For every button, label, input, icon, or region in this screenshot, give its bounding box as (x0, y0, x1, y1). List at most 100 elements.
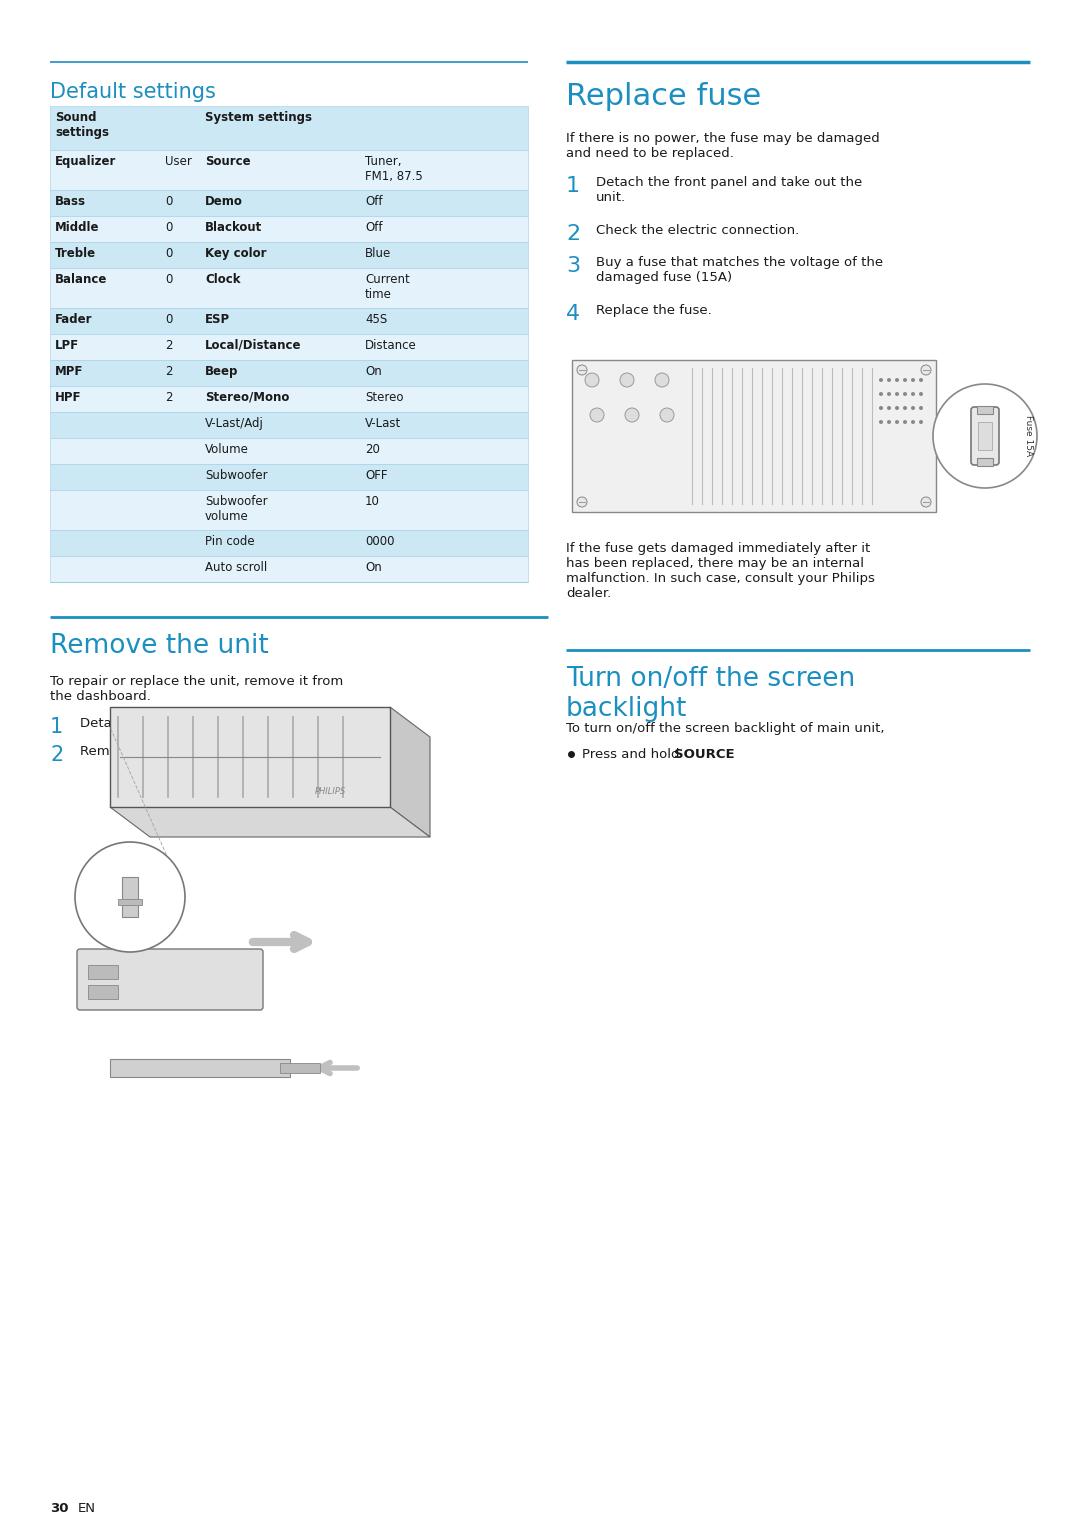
Text: Remove the unit with the removal keys.: Remove the unit with the removal keys. (80, 746, 347, 758)
Circle shape (660, 408, 674, 422)
Text: Stereo/Mono: Stereo/Mono (205, 391, 289, 403)
Polygon shape (390, 707, 430, 837)
Bar (977, 406, 993, 414)
Text: Bass: Bass (55, 196, 86, 208)
Text: 0000: 0000 (365, 535, 394, 549)
Text: .: . (729, 749, 733, 761)
Bar (572, 361, 936, 512)
Text: 4: 4 (566, 304, 580, 324)
Text: 2: 2 (165, 365, 173, 377)
Text: Current
time: Current time (365, 274, 409, 301)
Circle shape (585, 373, 599, 387)
Text: Detach the front panel and take out the
unit.: Detach the front panel and take out the … (596, 176, 862, 205)
Text: HPF: HPF (55, 391, 81, 403)
Circle shape (919, 420, 923, 423)
Text: Buy a fuse that matches the voltage of the
damaged fuse (15A): Buy a fuse that matches the voltage of t… (596, 257, 883, 284)
Text: V-Last/Adj: V-Last/Adj (205, 417, 264, 429)
Circle shape (590, 408, 604, 422)
Text: Replace the fuse.: Replace the fuse. (596, 304, 712, 316)
Bar (50, 309, 528, 335)
Circle shape (620, 373, 634, 387)
Text: Beep: Beep (205, 365, 239, 377)
Text: Pin code: Pin code (205, 535, 255, 549)
Text: Off: Off (365, 222, 382, 234)
Bar (50, 361, 528, 387)
Text: Distance: Distance (365, 339, 417, 351)
Bar (280, 1063, 320, 1073)
Text: MPF: MPF (55, 365, 83, 377)
Bar (977, 458, 993, 466)
Bar (110, 707, 390, 807)
Bar (87, 966, 118, 979)
Text: If the fuse gets damaged immediately after it
has been replaced, there may be an: If the fuse gets damaged immediately aft… (566, 542, 875, 601)
Circle shape (879, 377, 883, 382)
Text: V-Last: V-Last (365, 417, 402, 429)
Text: 0: 0 (165, 222, 173, 234)
Text: EN: EN (78, 1502, 96, 1514)
Text: If there is no power, the fuse may be damaged
and need to be replaced.: If there is no power, the fuse may be da… (566, 131, 880, 160)
Text: 20: 20 (365, 443, 380, 455)
Text: To repair or replace the unit, remove it from
the dashboard.: To repair or replace the unit, remove it… (50, 675, 343, 703)
Bar (50, 387, 528, 413)
Text: Off: Off (365, 196, 382, 208)
Text: Demo: Demo (205, 196, 243, 208)
Text: 2: 2 (50, 746, 64, 766)
Bar (50, 105, 528, 150)
Circle shape (887, 377, 891, 382)
Bar (50, 413, 528, 439)
Text: Middle: Middle (55, 222, 99, 234)
Text: 30: 30 (50, 1502, 68, 1514)
Text: 45S: 45S (365, 313, 388, 325)
Text: SOURCE: SOURCE (674, 749, 734, 761)
Bar (50, 335, 528, 361)
Text: Equalizer: Equalizer (55, 154, 117, 168)
Circle shape (895, 393, 899, 396)
Text: LPF: LPF (55, 339, 79, 351)
Text: 1: 1 (50, 717, 64, 736)
Text: Key color: Key color (205, 248, 267, 260)
Text: 0: 0 (165, 274, 173, 286)
Bar (110, 1059, 291, 1077)
Circle shape (879, 406, 883, 410)
Text: 10: 10 (365, 495, 380, 507)
Circle shape (887, 420, 891, 423)
FancyBboxPatch shape (971, 406, 999, 465)
Circle shape (879, 393, 883, 396)
Text: PHILIPS: PHILIPS (314, 787, 346, 796)
Text: Check the electric connection.: Check the electric connection. (596, 225, 799, 237)
Circle shape (919, 393, 923, 396)
Bar (50, 490, 528, 530)
Text: 0: 0 (165, 313, 173, 325)
Bar (50, 465, 528, 490)
Circle shape (919, 377, 923, 382)
Circle shape (921, 497, 931, 507)
Bar (50, 267, 528, 309)
Text: On: On (365, 561, 381, 575)
Text: Blackout: Blackout (205, 222, 262, 234)
Bar (122, 877, 138, 917)
Bar (978, 422, 993, 451)
Text: Remove the unit: Remove the unit (50, 633, 269, 659)
Text: Subwoofer
volume: Subwoofer volume (205, 495, 268, 523)
Circle shape (903, 420, 907, 423)
Text: Replace fuse: Replace fuse (566, 83, 761, 112)
Bar (87, 986, 118, 999)
Circle shape (903, 406, 907, 410)
Circle shape (921, 365, 931, 374)
Polygon shape (110, 807, 430, 837)
Text: 0: 0 (165, 196, 173, 208)
Text: Subwoofer: Subwoofer (205, 469, 268, 481)
Circle shape (577, 497, 588, 507)
Circle shape (912, 406, 915, 410)
Text: Treble: Treble (55, 248, 96, 260)
Text: Tuner,
FM1, 87.5: Tuner, FM1, 87.5 (365, 154, 422, 183)
Text: Fader: Fader (55, 313, 93, 325)
Circle shape (895, 420, 899, 423)
Circle shape (912, 377, 915, 382)
Bar (50, 241, 528, 267)
Circle shape (577, 365, 588, 374)
Text: Sound
settings: Sound settings (55, 112, 109, 139)
Text: 2: 2 (566, 225, 580, 244)
Text: 2: 2 (165, 391, 173, 403)
Text: Blue: Blue (365, 248, 391, 260)
